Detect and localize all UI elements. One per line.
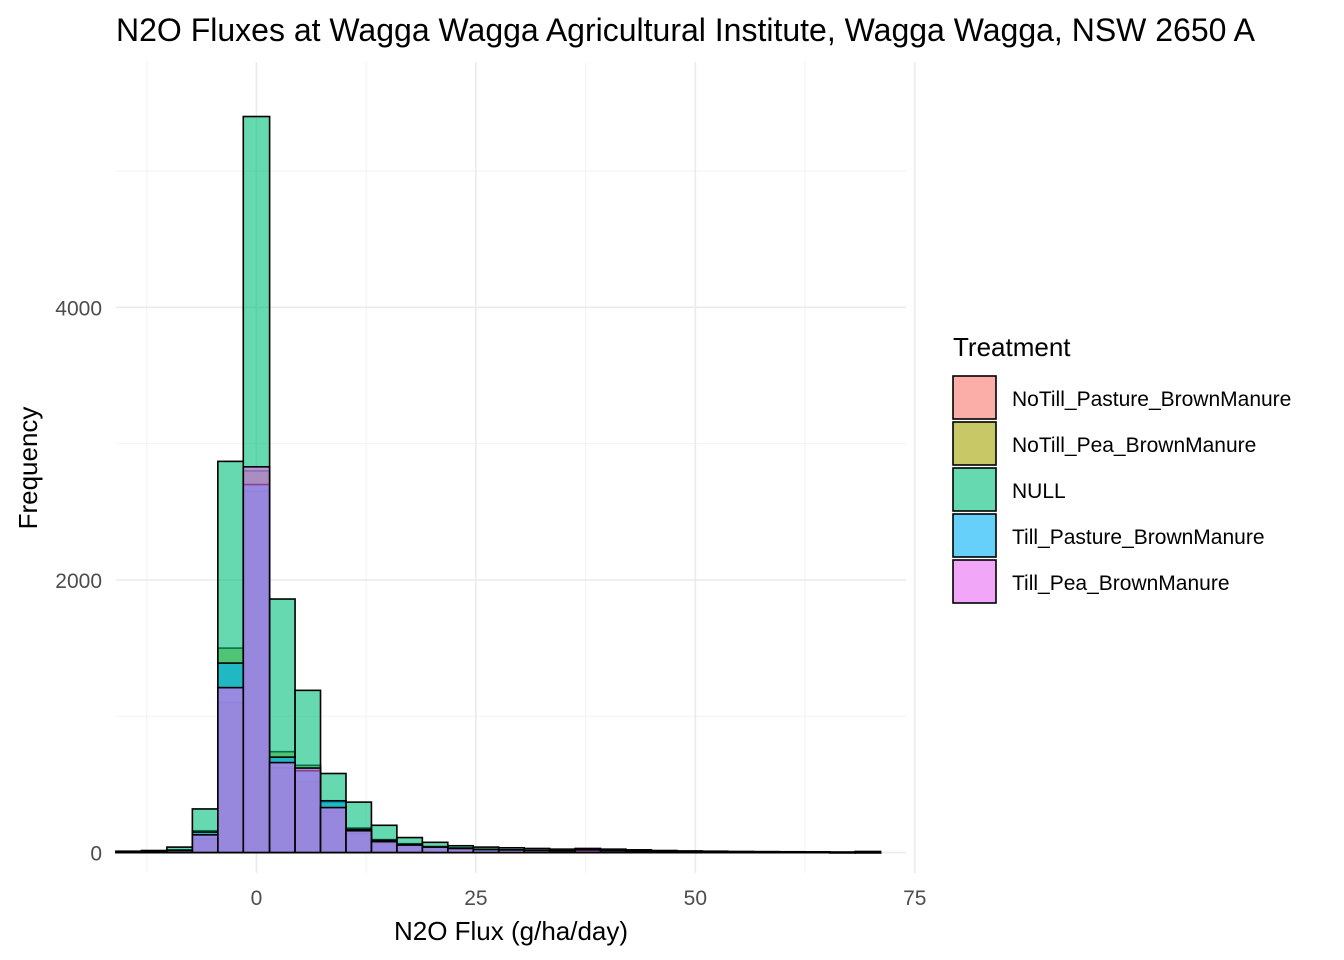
bar [294, 767, 322, 854]
bar [727, 851, 755, 854]
bar [191, 834, 219, 854]
bar [625, 850, 653, 854]
bar [548, 849, 576, 854]
y-tick-label: 2000 [55, 570, 102, 593]
bar [166, 849, 194, 854]
x-tick-label: 75 [903, 887, 926, 910]
x-tick-label: 25 [464, 887, 487, 910]
legend-swatch [952, 559, 997, 604]
series-Till_Pea_BrownManure [115, 466, 882, 854]
legend-label: Till_Pasture_BrownManure [1012, 526, 1265, 549]
bar [319, 806, 347, 854]
bar [472, 848, 500, 854]
legend-item: NULL [952, 467, 1066, 512]
legend-label: NULL [1012, 480, 1066, 503]
legend-item: Till_Pea_BrownManure [952, 559, 1230, 604]
x-tick-label: 50 [684, 887, 707, 910]
bar [242, 466, 271, 854]
bar [523, 849, 551, 854]
bar [140, 851, 168, 854]
y-tick-label: 0 [90, 843, 102, 866]
legend-item: NoTill_Pasture_BrownManure [952, 375, 1291, 420]
legend-swatch [952, 421, 997, 466]
chart-title: N2O Fluxes at Wagga Wagga Agricultural I… [116, 12, 1256, 48]
legend-item: NoTill_Pea_BrownManure [952, 421, 1256, 466]
bar [803, 851, 831, 854]
bar [854, 851, 882, 854]
y-axis-label: Frequency [13, 407, 43, 530]
bar [752, 851, 780, 854]
bar [828, 851, 856, 854]
bar [446, 847, 475, 854]
legend-title: Treatment [953, 332, 1071, 362]
legend-label: NoTill_Pasture_BrownManure [1012, 388, 1291, 411]
bar [777, 851, 805, 854]
bar [421, 846, 449, 854]
legend-swatch [952, 467, 997, 512]
legend-item: Till_Pasture_BrownManure [952, 513, 1265, 558]
bar [115, 851, 143, 854]
bar [574, 849, 602, 854]
bar [396, 844, 424, 854]
bar [370, 840, 398, 854]
axis-ticks: 0 25 50 75 0 2000 4000 [55, 297, 926, 910]
legend-label: Till_Pea_BrownManure [1012, 572, 1230, 595]
bar [650, 850, 678, 854]
legend-swatch [952, 513, 997, 558]
bar [497, 849, 525, 854]
bar [599, 849, 627, 854]
bar [345, 829, 373, 854]
legend-label: NoTill_Pea_BrownManure [1012, 434, 1256, 457]
bar [217, 686, 245, 854]
x-tick-label: 0 [251, 887, 263, 910]
legend: Treatment NoTill_Pasture_BrownManure NoTi… [952, 332, 1291, 604]
x-axis-label: N2O Flux (g/ha/day) [394, 916, 628, 946]
histogram-bars [115, 115, 882, 854]
legend-swatch [952, 375, 997, 420]
bar [676, 850, 704, 854]
y-tick-label: 4000 [55, 297, 102, 320]
bar [701, 851, 729, 854]
bar [268, 761, 296, 854]
